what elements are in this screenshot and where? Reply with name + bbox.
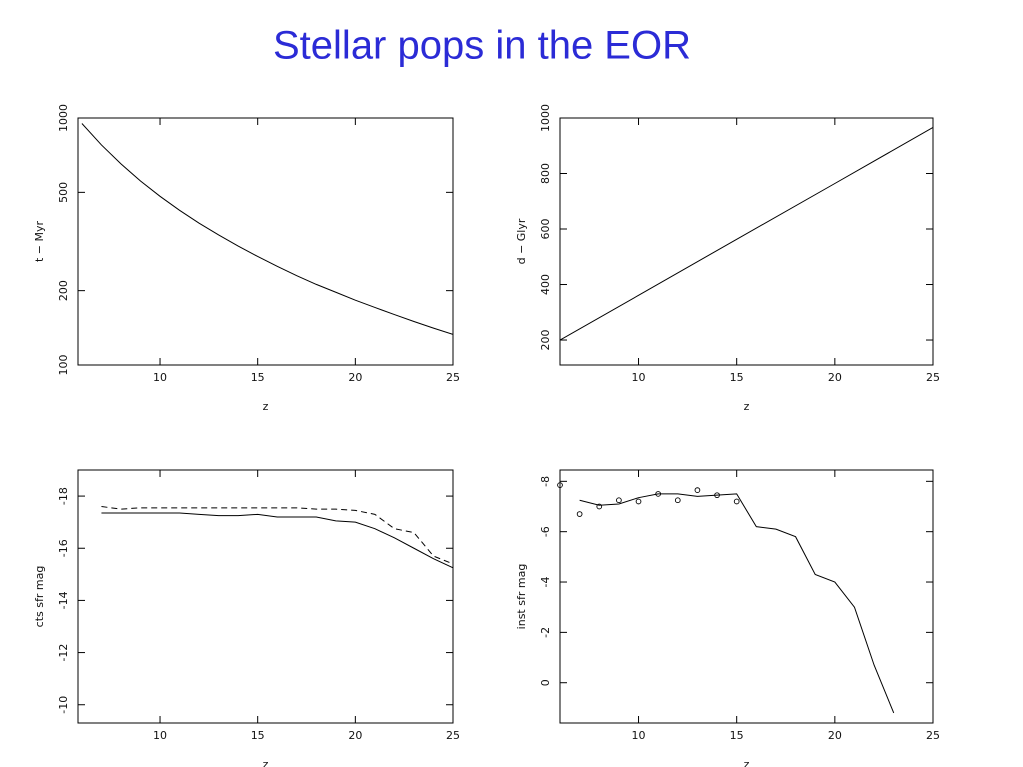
data-line bbox=[560, 127, 933, 341]
data-line bbox=[579, 493, 895, 714]
data-point bbox=[616, 497, 622, 504]
y-tick-label: -12 bbox=[57, 644, 70, 662]
x-tick-label: 25 bbox=[926, 371, 940, 384]
y-tick-label: 600 bbox=[539, 219, 552, 240]
data-point bbox=[596, 503, 603, 510]
plot-frame bbox=[77, 117, 454, 366]
x-tick-label: 15 bbox=[730, 371, 744, 384]
x-tick-label: 10 bbox=[153, 371, 167, 384]
data-line bbox=[101, 506, 453, 565]
x-tick-label: 15 bbox=[251, 371, 265, 384]
x-tick-label: 15 bbox=[730, 729, 744, 742]
x-tick-label: 10 bbox=[632, 371, 646, 384]
y-tick-label: 800 bbox=[539, 163, 552, 184]
data-point bbox=[714, 492, 720, 499]
y-tick-label: -18 bbox=[57, 487, 70, 505]
y-tick-label: -6 bbox=[539, 526, 552, 537]
x-tick-label: 20 bbox=[348, 371, 362, 384]
chart-panel: 10 15 20 25 -18 -16 -14 -12 -10 z cts sfr mag bbox=[33, 469, 460, 767]
y-tick-label: -8 bbox=[539, 476, 552, 487]
y-tick-label: -16 bbox=[57, 539, 70, 557]
y-tick-label: 400 bbox=[539, 274, 552, 295]
chart-panel: 10 15 20 25 0 -2 -4 -6 -8 z inst sfr mag bbox=[515, 469, 940, 767]
y-axis-label: inst sfr mag bbox=[515, 564, 528, 630]
y-tick-label: 1000 bbox=[539, 104, 552, 132]
x-tick-label: 25 bbox=[926, 729, 940, 742]
data-point bbox=[733, 498, 740, 505]
data-point bbox=[557, 482, 563, 488]
y-tick-label: -14 bbox=[57, 591, 70, 609]
y-tick-label: 200 bbox=[57, 280, 70, 301]
y-tick-label: -10 bbox=[57, 696, 70, 714]
data-line bbox=[101, 512, 453, 569]
data-point bbox=[674, 497, 681, 504]
y-tick-label: 100 bbox=[57, 355, 70, 376]
plot-frame bbox=[559, 469, 934, 724]
y-tick-label: -4 bbox=[539, 577, 552, 588]
plot-frame bbox=[559, 117, 934, 366]
x-tick-label: 25 bbox=[446, 729, 460, 742]
x-tick-label: 20 bbox=[348, 729, 362, 742]
chart-panel: 10 15 20 25 100 200 500 1000 z t − Myr bbox=[33, 104, 460, 413]
data-line bbox=[81, 123, 453, 335]
y-axis-label: t − Myr bbox=[33, 221, 46, 263]
data-point bbox=[655, 491, 662, 497]
chart-panel: 10 15 20 25 200 400 600 800 1000 z d − Glyr bbox=[515, 104, 940, 413]
x-tick-label: 10 bbox=[632, 729, 646, 742]
y-axis-label: d − Glyr bbox=[515, 218, 528, 264]
data-point bbox=[635, 498, 642, 505]
x-tick-label: 20 bbox=[828, 371, 842, 384]
y-tick-label: 1000 bbox=[57, 104, 70, 132]
plot-frame bbox=[77, 469, 454, 724]
x-axis-label: z bbox=[744, 400, 750, 413]
x-tick-label: 10 bbox=[153, 729, 167, 742]
data-point bbox=[694, 487, 701, 493]
y-tick-label: -2 bbox=[539, 627, 552, 638]
data-point bbox=[576, 511, 583, 517]
y-tick-label: 500 bbox=[57, 182, 70, 203]
x-tick-label: 15 bbox=[251, 729, 265, 742]
y-tick-label: 0 bbox=[539, 679, 552, 686]
x-axis-label: z bbox=[744, 758, 750, 767]
x-axis-label: z bbox=[263, 758, 269, 767]
y-axis-label: cts sfr mag bbox=[33, 566, 46, 628]
x-tick-label: 25 bbox=[446, 371, 460, 384]
x-tick-label: 20 bbox=[828, 729, 842, 742]
slide-title: Stellar pops in the EOR bbox=[273, 24, 691, 68]
x-axis-label: z bbox=[263, 400, 269, 413]
y-tick-label: 200 bbox=[539, 330, 552, 351]
